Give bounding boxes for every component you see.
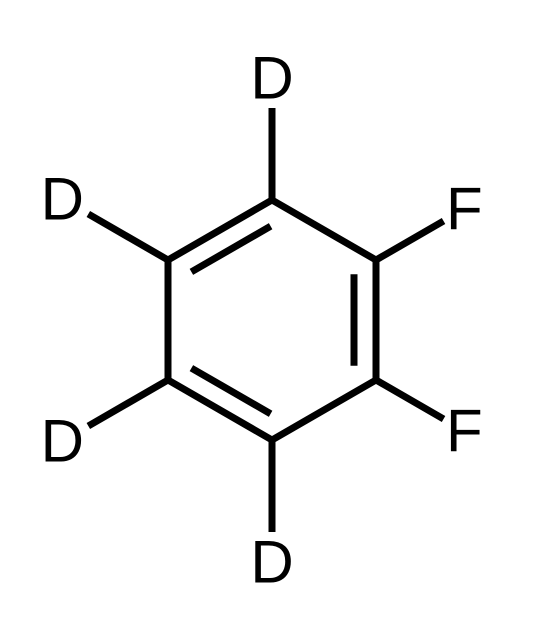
sub-bond-v4 — [88, 380, 168, 426]
bond-v5-v0 — [168, 200, 272, 260]
bond-v2-v3 — [272, 380, 376, 440]
sub-bond-v2 — [376, 380, 444, 419]
sub-bond-v5 — [88, 214, 168, 260]
bond-v0-v1 — [272, 200, 376, 260]
bond-inner-v3-v4 — [191, 368, 270, 414]
atom-label-v1: F — [446, 176, 483, 243]
atom-label-v3: D — [250, 529, 293, 596]
molecule-diagram: D F F D D D — [0, 0, 545, 640]
atom-label-v0: D — [250, 45, 293, 112]
sub-bond-v1 — [376, 221, 444, 260]
atom-label-v2: F — [446, 398, 483, 465]
bond-v3-v4 — [168, 380, 272, 440]
atom-label-v4: D — [41, 408, 84, 475]
bond-inner-v5-v0 — [191, 226, 270, 272]
atom-label-v5: D — [41, 166, 84, 233]
